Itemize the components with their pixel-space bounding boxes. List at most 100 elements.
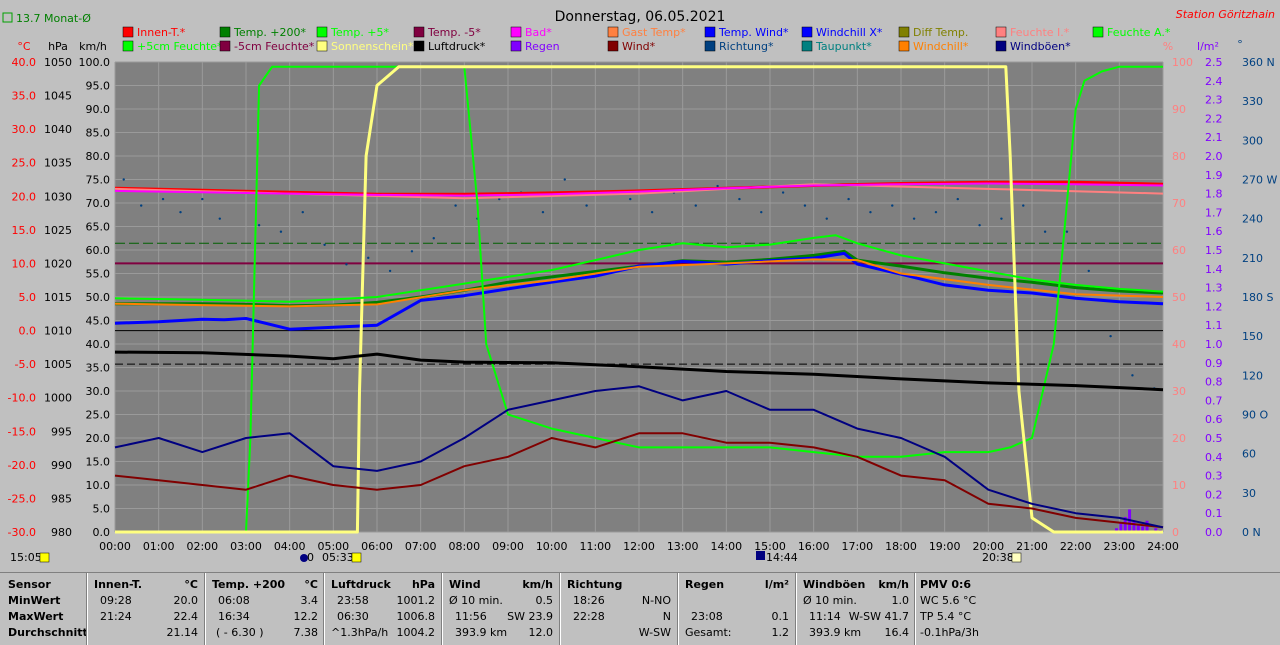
pct-tick-label: 20 [1172, 432, 1186, 445]
stats-innen-min-time: 09:28 [100, 594, 132, 607]
celsius-tick-label: 20.0 [12, 190, 37, 203]
current-time: 15:05 [10, 551, 42, 564]
direction-point [122, 178, 125, 181]
stats-boeen-distance: 393.9 km [809, 626, 862, 639]
stats-max-label: MaxWert [8, 610, 64, 623]
direction-point [1109, 334, 1112, 338]
stats-richtung-title: Richtung [567, 578, 623, 591]
time-tick-label: 02:00 [186, 540, 218, 553]
pct-tick-label: 70 [1172, 197, 1186, 210]
kmh-tick-label: 5.0 [93, 503, 111, 516]
celsius-tick-label: 30.0 [12, 123, 37, 136]
hpa-tick-label: 1010 [44, 325, 72, 338]
stats-wind-avg-label: Ø 10 min. [449, 594, 503, 607]
weather-chart: 40.0 35.0 30.0 25.0 20.0 15.0 10.0 5.0 0.0 -5.0 -1… [2, 8, 1278, 564]
stats-richtung-avg: W-SW [638, 626, 671, 639]
direction-point [716, 184, 719, 188]
stats-druck-min-time: 23:58 [337, 594, 369, 607]
axes: 40.0 35.0 30.0 25.0 20.0 15.0 10.0 5.0 0.0 -5.0 -1… [8, 56, 1278, 553]
direction-point [541, 210, 545, 214]
legend-swatch [413, 26, 425, 38]
stats-druck-min: 1001.2 [396, 594, 436, 607]
kmh-tick-label: 55.0 [86, 268, 111, 281]
dir-tick-label: 210 [1242, 252, 1263, 265]
rain-tick-label: 0.5 [1205, 432, 1223, 445]
dir-tick-label: 330 [1242, 95, 1263, 108]
dir-tick-label: 150 [1242, 330, 1263, 343]
stats-richtung: Richtung 18:26 N-NO 22:28 N W-SW [565, 577, 673, 641]
hpa-tick-label: 1045 [44, 90, 72, 103]
rain-bar [1123, 516, 1127, 532]
stats-boeen-title: Windböen [803, 578, 866, 591]
stats-wind-title: Wind [449, 578, 481, 591]
series-line [115, 65, 1163, 534]
kmh-unit: km/h [79, 40, 107, 53]
dir-unit: ° [1237, 38, 1243, 51]
direction-point [1065, 230, 1069, 233]
direction-point [934, 210, 938, 214]
direction-point [367, 256, 370, 260]
direction-point [1000, 217, 1003, 220]
stats-avg-label: Durchschnitt [8, 626, 88, 639]
time-tick-label: 03:00 [230, 540, 262, 553]
stats-druck-max-time: 06:30 [337, 610, 369, 623]
time-tick-label: 22:00 [1060, 540, 1092, 553]
rain-tick-label: 2.3 [1205, 94, 1223, 107]
dir-tick-label: 90 O [1242, 409, 1268, 422]
stats-druck-title: Luftdruck [331, 578, 391, 591]
time-tick-label: 18:00 [885, 540, 917, 553]
series-layer [114, 65, 1164, 534]
rain-tick-label: 1.9 [1205, 169, 1223, 182]
legend-label: Taupunkt* [815, 40, 872, 53]
stats-innen-max-time: 21:24 [100, 610, 132, 623]
celsius-tick-label: -15.0 [8, 425, 36, 438]
hpa-tick-label: 1020 [44, 257, 72, 270]
direction-point [410, 250, 414, 253]
kmh-tick-label: 10.0 [86, 479, 111, 492]
stats-boeen-avg: 16.4 [884, 626, 910, 639]
stats-windchill: WC 5.6 °C [920, 594, 977, 607]
kmh-tick-label: 0.0 [93, 526, 111, 539]
legend-swatch [801, 40, 813, 52]
sunrise-time: 05:33 [322, 551, 354, 564]
direction-point [1043, 230, 1047, 233]
stats-druck-unit: hPa [411, 578, 435, 591]
direction-point [803, 204, 807, 207]
stats-wind-unit: km/h [522, 578, 553, 591]
statistics-panel: Sensor MinWert MaxWert Durchschnitt Inne… [0, 572, 1280, 645]
legend-label: Temp. -5* [427, 26, 481, 39]
hpa-tick-label: 1015 [44, 291, 72, 304]
hpa-tick-label: 1030 [44, 190, 72, 203]
stats-boeen-unit: km/h [878, 578, 909, 591]
kmh-tick-label: 35.0 [86, 362, 111, 375]
celsius-tick-label: -30.0 [8, 526, 36, 539]
rain-tick-label: 1.1 [1205, 319, 1223, 332]
direction-point [1131, 374, 1134, 377]
stats-wind-min: 0.5 [535, 594, 554, 607]
kmh-tick-label: 15.0 [86, 456, 111, 469]
direction-point [978, 223, 981, 227]
legend-label: Feuchte A.* [1107, 26, 1171, 39]
dir-tick-label: 240 [1242, 213, 1263, 226]
chart-title: Donnerstag, 06.05.2021 [555, 9, 726, 25]
station-name: Station Göritzhain [1176, 8, 1275, 21]
series-line [114, 182, 1164, 197]
hpa-tick-label: 1050 [44, 56, 72, 69]
direction-point [179, 210, 182, 214]
time-tick-label: 01:00 [143, 540, 175, 553]
kmh-tick-label: 85.0 [86, 127, 111, 140]
legend-label: Bad* [525, 26, 552, 39]
direction-point [956, 197, 959, 201]
direction-point [218, 217, 221, 220]
stats-regen-total: 1.2 [771, 626, 790, 639]
stats-druck-avg: 1004.2 [396, 626, 436, 639]
dir-tick-label: 0 N [1242, 526, 1261, 539]
time-tick-label: 20:00 [972, 540, 1004, 553]
stats-richtung-min: N-NO [641, 594, 671, 607]
hpa-tick-label: 995 [51, 425, 72, 438]
hpa-tick-label: 1025 [44, 224, 72, 237]
legend-label: Windböen* [1010, 40, 1071, 53]
direction-point [738, 197, 741, 201]
direction-point [323, 243, 326, 246]
stats-richtung-max-time: 22:28 [573, 610, 605, 623]
